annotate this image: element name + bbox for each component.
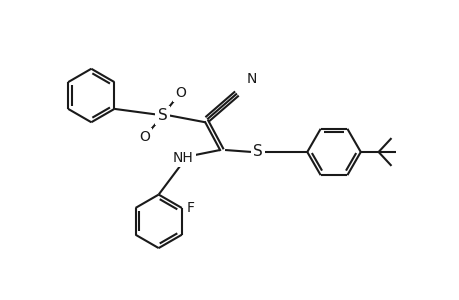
Text: F: F — [186, 201, 194, 215]
Text: S: S — [157, 108, 167, 123]
Text: S: S — [252, 145, 262, 160]
Text: N: N — [246, 72, 257, 86]
Text: O: O — [139, 130, 150, 144]
Text: O: O — [174, 85, 185, 100]
Text: NH: NH — [173, 151, 193, 165]
